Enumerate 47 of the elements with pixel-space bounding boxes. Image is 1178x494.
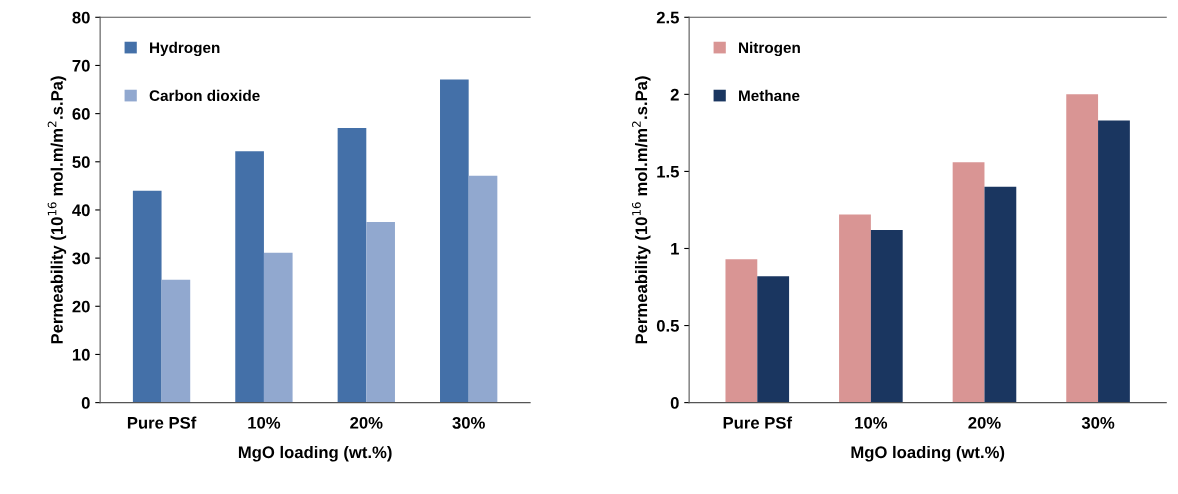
bar (440, 79, 469, 403)
bar (263, 252, 293, 403)
y-tick-label: 0 (81, 397, 90, 409)
y-tick-label: 2.5 (656, 11, 679, 24)
bar (984, 186, 1017, 403)
y-axis-title: Permeability (10$^{16}$ mol.m/m$^{2}$.s.Pa) (47, 76, 67, 344)
bar (235, 151, 264, 403)
x-tick-label: Pure PSf (723, 416, 793, 429)
x-tick-label: Pure PSf (127, 416, 197, 429)
legend-label: Methane (739, 89, 800, 102)
x-tick-label: 20% (968, 416, 1001, 429)
bar (161, 279, 191, 403)
x-tick-label: 10% (855, 416, 888, 429)
y-tick-label: 50 (72, 156, 90, 168)
y-tick-label: 80 (72, 11, 90, 24)
legend-label: Nitrogen (739, 41, 800, 57)
bar (1098, 120, 1130, 403)
bar (839, 214, 871, 403)
bar (132, 190, 162, 403)
bar (870, 229, 903, 403)
x-axis-title: MgO loading (wt.%) (238, 445, 392, 462)
y-tick-label: 30 (72, 252, 90, 265)
legend-label: Carbon dioxide (149, 89, 260, 102)
y-tick-label: 40 (72, 204, 90, 217)
y-tick-label: 0.5 (656, 319, 679, 332)
bar (1066, 94, 1099, 403)
y-tick-label: 0 (670, 397, 679, 409)
bar (757, 276, 790, 403)
x-tick-label: 10% (248, 416, 281, 429)
bar (468, 175, 498, 403)
bar (952, 162, 985, 403)
y-axis-title: Permeability (10$^{16}$ mol.m/m$^{2}$.s.Pa) (632, 76, 651, 344)
y-tick-label: 20 (72, 300, 90, 313)
y-tick-label: 1.5 (657, 165, 679, 178)
x-axis-title: MgO loading (wt.%) (851, 445, 1005, 462)
y-tick-label: 60 (72, 108, 90, 120)
legend-label: Hydrogen (150, 41, 220, 57)
bar (337, 128, 367, 403)
bar (366, 221, 395, 403)
x-tick-label: 30% (1081, 416, 1115, 429)
y-tick-label: 70 (72, 59, 90, 72)
x-tick-label: 30% (452, 416, 485, 429)
bar (725, 259, 758, 403)
y-tick-label: 10 (72, 348, 90, 361)
y-tick-label: 2 (670, 88, 679, 101)
x-tick-label: 20% (350, 416, 383, 429)
y-tick-label: 1 (671, 243, 679, 255)
